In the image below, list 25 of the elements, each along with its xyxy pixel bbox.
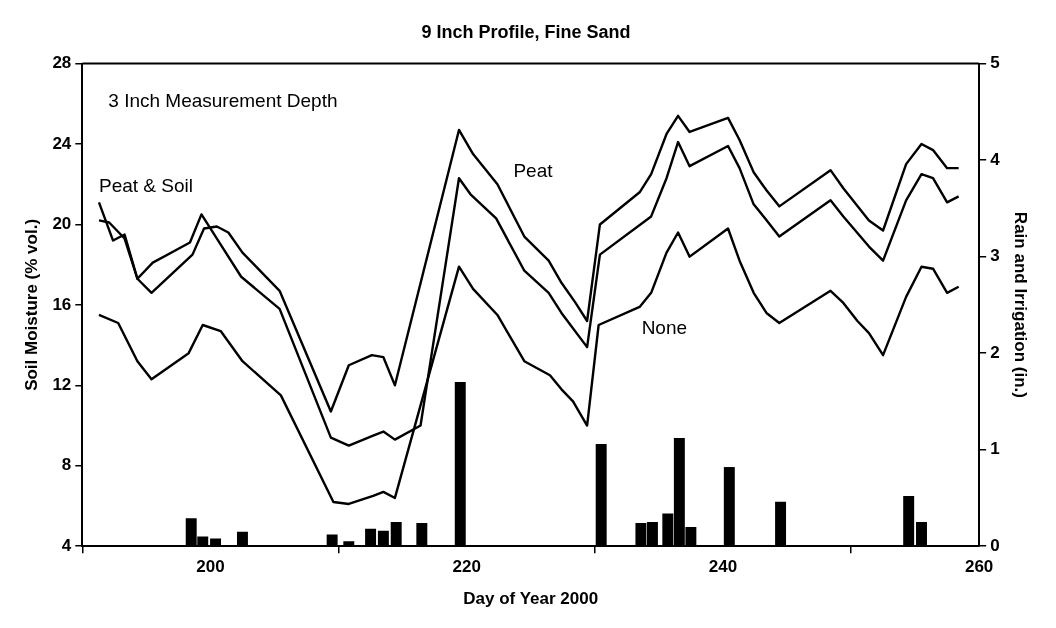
y2-tick-label: 2 xyxy=(990,342,1000,362)
series-label: None xyxy=(641,317,688,339)
chart-title: 9 Inch Profile, Fine Sand xyxy=(421,21,631,42)
y-tick-label: 24 xyxy=(52,133,72,153)
x-tick-label: 240 xyxy=(708,557,738,577)
y-tick-label: 4 xyxy=(61,535,72,555)
x-tick-label: 200 xyxy=(196,557,225,577)
y-tick-label: 8 xyxy=(61,455,72,475)
y2-tick-label: 1 xyxy=(990,439,1000,459)
annotation: 3 Inch Measurement Depth xyxy=(108,89,338,111)
y-tick-label: 12 xyxy=(52,375,72,395)
y2-tick-label: 4 xyxy=(990,149,1001,169)
y2-axis-title: Rain and Irrigation (in.) xyxy=(1011,211,1031,398)
x-tick-label: 260 xyxy=(964,557,994,577)
x-tick-label: 220 xyxy=(452,557,481,577)
y-tick-label: 16 xyxy=(52,294,72,314)
y-axis-title: Soil Moisture (% vol.) xyxy=(21,218,41,391)
series-label: Peat xyxy=(513,160,554,182)
y2-tick-label: 5 xyxy=(990,53,1000,73)
x-axis-title: Day of Year 2000 xyxy=(463,589,599,609)
y2-tick-label: 3 xyxy=(990,246,1000,266)
y-tick-label: 20 xyxy=(52,214,72,234)
y-tick-label: 28 xyxy=(52,53,72,73)
y2-tick-label: 0 xyxy=(990,535,1000,555)
series-label: Peat & Soil xyxy=(98,174,193,196)
